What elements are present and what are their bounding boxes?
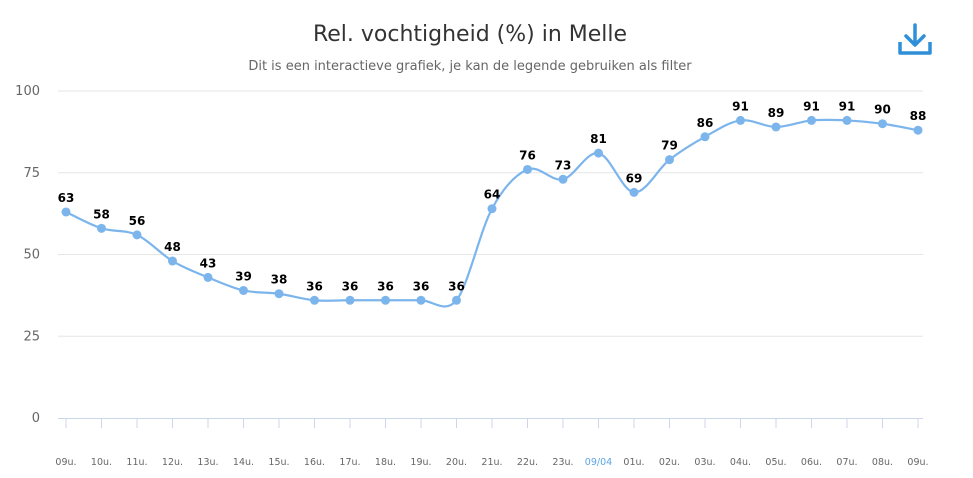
x-tick-label: 15u.: [268, 457, 289, 468]
data-point[interactable]: [345, 295, 355, 305]
data-point[interactable]: [807, 115, 816, 125]
x-tick-label: 10u.: [91, 457, 112, 468]
data-point[interactable]: [594, 148, 603, 158]
data-label: 43: [200, 256, 217, 270]
download-button[interactable]: [895, 22, 935, 58]
data-point[interactable]: [203, 272, 213, 282]
x-tick-label: 01u.: [623, 457, 644, 468]
x-tick-label: 21u.: [481, 457, 502, 468]
data-label: 91: [839, 99, 856, 113]
data-point[interactable]: [487, 204, 497, 214]
data-point[interactable]: [416, 295, 426, 305]
data-point[interactable]: [771, 122, 781, 132]
chart-title: Rel. vochtigheid (%) in Melle: [312, 22, 628, 47]
data-point[interactable]: [97, 223, 106, 233]
y-tick-label: 50: [23, 248, 40, 263]
data-point[interactable]: [381, 295, 390, 305]
data-label: 48: [164, 240, 181, 254]
chart-subtitle: Dit is een interactieve grafiek, je kan …: [248, 59, 692, 74]
data-label: 58: [93, 207, 110, 221]
data-label: 38: [271, 273, 288, 287]
data-label: 89: [768, 106, 785, 120]
x-tick-label: 07u.: [836, 457, 857, 468]
data-point[interactable]: [523, 164, 532, 174]
data-label: 88: [910, 109, 927, 123]
data-label: 81: [590, 132, 607, 146]
y-tick-label: 100: [15, 84, 40, 99]
x-axis: [58, 418, 923, 428]
x-tick-label: 06u.: [801, 457, 822, 468]
data-label: 64: [484, 188, 501, 202]
gridlines: [58, 90, 923, 337]
x-tick-label: 14u.: [233, 457, 254, 468]
y-tick-label: 25: [23, 329, 40, 344]
data-point[interactable]: [629, 187, 639, 197]
data-point[interactable]: [842, 115, 852, 125]
y-tick-label: 0: [32, 411, 40, 426]
data-label: 90: [874, 103, 891, 117]
data-label: 86: [697, 116, 714, 130]
data-point[interactable]: [310, 295, 319, 305]
x-tick-label: 18u.: [375, 457, 396, 468]
x-tick-label: 03u.: [694, 457, 715, 468]
data-label: 36: [306, 279, 323, 293]
download-icon: [898, 23, 932, 55]
data-point[interactable]: [665, 155, 674, 165]
data-point[interactable]: [239, 285, 248, 295]
series-humidity[interactable]: [61, 115, 923, 308]
x-tick-label: 09u.: [907, 457, 928, 468]
data-label: 36: [448, 279, 465, 293]
data-label: 76: [519, 148, 536, 162]
data-point[interactable]: [274, 289, 284, 299]
x-tick-label: 09/04: [585, 457, 612, 468]
x-tick-label: 23u.: [552, 457, 573, 468]
x-tick-label: 20u.: [446, 457, 467, 468]
data-labels: 63 58 56 48 43 39 38 36 36 36 36 36 64 76 73 81 69 79 86 91…: [58, 99, 927, 293]
y-tick-label: 75: [23, 166, 40, 181]
data-label: 91: [803, 99, 820, 113]
x-tick-label: 04u.: [730, 457, 751, 468]
data-label: 36: [413, 279, 430, 293]
x-tick-label: 12u.: [162, 457, 183, 468]
x-tick-label: 16u.: [304, 457, 325, 468]
data-point[interactable]: [132, 230, 142, 240]
y-axis: 0 25 50 75 100: [15, 84, 40, 426]
data-label: 56: [129, 214, 146, 228]
x-tick-label: 13u.: [197, 457, 218, 468]
x-tick-label: 02u.: [659, 457, 680, 468]
x-tick-labels: 09u. 10u. 11u. 12u. 13u. 14u. 15u. 16u. 17u. 18u.…: [55, 457, 928, 468]
data-point[interactable]: [168, 256, 177, 266]
x-tick-label: 05u.: [765, 457, 786, 468]
data-point[interactable]: [736, 115, 745, 125]
data-label: 36: [342, 279, 359, 293]
data-point[interactable]: [558, 174, 568, 184]
x-tick-label: 17u.: [339, 457, 360, 468]
x-tick-label: 22u.: [517, 457, 538, 468]
data-label: 69: [626, 171, 643, 185]
data-point[interactable]: [61, 207, 71, 217]
data-label: 79: [661, 139, 678, 153]
x-tick-label: 19u.: [410, 457, 431, 468]
data-label: 73: [555, 158, 572, 172]
data-point[interactable]: [913, 125, 923, 135]
x-tick-label: 09u.: [55, 457, 76, 468]
data-label: 63: [58, 191, 75, 205]
data-point[interactable]: [878, 119, 887, 129]
data-point[interactable]: [700, 132, 710, 142]
data-label: 91: [732, 99, 749, 113]
data-point[interactable]: [452, 295, 461, 305]
x-tick-label: 11u.: [126, 457, 147, 468]
data-label: 36: [377, 279, 394, 293]
data-label: 39: [235, 269, 252, 283]
x-tick-label: 08u.: [872, 457, 893, 468]
